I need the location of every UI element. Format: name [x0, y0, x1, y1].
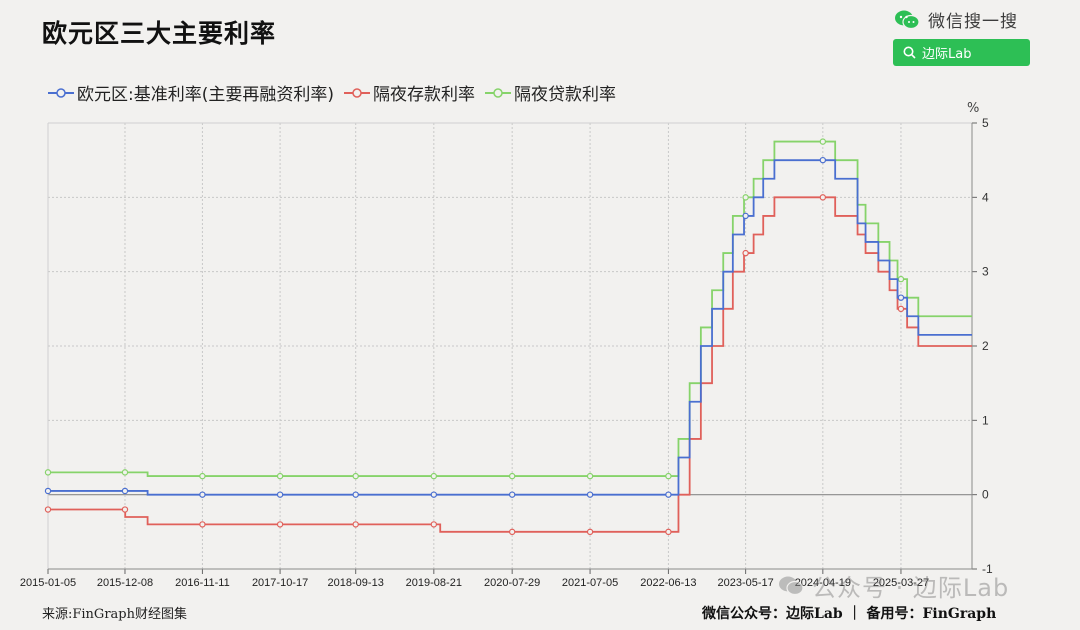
- x-tick-label: 2017-10-17: [252, 577, 308, 589]
- data-point-deposit-rate: [665, 528, 672, 536]
- data-point-base-rate: [665, 491, 672, 498]
- y-tick-label: 0: [982, 488, 989, 502]
- x-tick-label: 2023-05-17: [717, 577, 773, 589]
- data-point-lending-rate: [508, 472, 516, 480]
- x-tick-label: 2016-11-11: [175, 577, 230, 589]
- x-tick-label: 2015-12-08: [97, 577, 153, 589]
- x-tick-label: 2015-01-05: [20, 577, 76, 589]
- search-icon: [903, 46, 916, 59]
- legend-item-base-rate[interactable]: 欧元区:基准利率(主要再融资利率): [48, 80, 334, 105]
- data-point-lending-rate: [665, 472, 672, 480]
- legend-item-deposit-rate[interactable]: 隔夜存款利率: [344, 80, 475, 105]
- legend-label: 隔夜贷款利率: [514, 85, 616, 105]
- y-tick-label: 4: [982, 190, 989, 204]
- data-point-lending-rate: [44, 469, 52, 476]
- x-tick-label: 2025-03-27: [873, 577, 929, 589]
- search-button[interactable]: 边际Lab: [893, 39, 1030, 66]
- data-point-base-rate: [430, 491, 438, 498]
- data-point-deposit-rate: [121, 506, 129, 513]
- series-line-deposit-rate: [48, 196, 972, 533]
- data-point-lending-rate: [352, 472, 359, 480]
- data-point-base-rate: [742, 212, 749, 220]
- x-tick-label: 2022-06-13: [640, 577, 696, 589]
- data-point-base-rate: [44, 487, 52, 495]
- y-tick-label: -1: [982, 562, 993, 576]
- data-point-base-rate: [819, 156, 827, 164]
- series-line-base-rate: [48, 159, 972, 496]
- data-point-base-rate: [199, 491, 206, 498]
- data-point-lending-rate: [430, 472, 438, 480]
- data-point-deposit-rate: [742, 249, 749, 257]
- wechat-watermark-icon: [779, 576, 804, 595]
- x-tick-label: 2024-04-19: [795, 577, 851, 589]
- legend-marker-icon: [48, 87, 74, 98]
- x-tick-label: 2019-08-21: [406, 577, 462, 589]
- wechat-search-text: 微信搜一搜: [928, 12, 1018, 32]
- data-point-deposit-rate: [199, 521, 206, 528]
- legend-item-lending-rate[interactable]: 隔夜贷款利率: [485, 80, 616, 105]
- data-point-base-rate: [121, 487, 129, 495]
- data-point-lending-rate: [586, 472, 594, 480]
- data-point-base-rate: [897, 294, 905, 301]
- data-point-base-rate: [586, 491, 594, 498]
- watermark-text: 公众号 · 边际Lab: [812, 574, 1010, 602]
- y-tick-label: 5: [982, 116, 989, 130]
- data-point-deposit-rate: [897, 305, 905, 313]
- data-point-base-rate: [352, 491, 359, 498]
- wechat-icon: [895, 10, 920, 29]
- data-point-deposit-rate: [44, 506, 52, 513]
- data-point-lending-rate: [819, 138, 827, 145]
- data-point-deposit-rate: [352, 521, 359, 528]
- y-tick-label: 1: [982, 413, 989, 427]
- x-tick-label: 2018-09-13: [328, 577, 384, 589]
- data-point-base-rate: [276, 491, 284, 498]
- legend-label: 欧元区:基准利率(主要再融资利率): [77, 85, 334, 105]
- search-button-label: 边际Lab: [922, 47, 972, 62]
- y-tick-label: 3: [982, 265, 989, 279]
- y-tick-label: 2: [982, 339, 989, 353]
- legend-label: 隔夜存款利率: [373, 85, 475, 105]
- page-title: 欧元区三大主要利率: [42, 19, 277, 48]
- data-point-deposit-rate: [276, 521, 284, 528]
- y-axis-unit: %: [967, 101, 980, 116]
- x-tick-label: 2021-07-05: [562, 577, 618, 589]
- data-point-deposit-rate: [508, 528, 516, 536]
- x-tick-label: 2020-07-29: [484, 577, 540, 589]
- data-point-lending-rate: [199, 472, 206, 480]
- data-point-deposit-rate: [819, 194, 827, 201]
- footer-credit: 微信公众号：边际Lab ｜ 备用号：FinGraph: [702, 606, 997, 622]
- data-point-lending-rate: [121, 469, 129, 476]
- watermark: 公众号 · 边际Lab: [778, 568, 1009, 603]
- data-point-deposit-rate: [430, 521, 438, 528]
- data-point-lending-rate: [276, 472, 284, 480]
- wechat-search-label: 微信搜一搜: [894, 7, 1018, 32]
- data-point-lending-rate: [897, 275, 905, 283]
- data-point-deposit-rate: [586, 528, 594, 536]
- legend-marker-icon: [485, 87, 511, 98]
- source-note: 来源:FinGraph财经图集: [42, 607, 187, 622]
- legend-marker-icon: [344, 87, 370, 98]
- series-line-lending-rate: [48, 140, 972, 477]
- chart-legend: 欧元区:基准利率(主要再融资利率) 隔夜存款利率 隔夜贷款利率: [48, 80, 626, 105]
- data-point-lending-rate: [742, 194, 749, 201]
- data-point-base-rate: [508, 491, 516, 498]
